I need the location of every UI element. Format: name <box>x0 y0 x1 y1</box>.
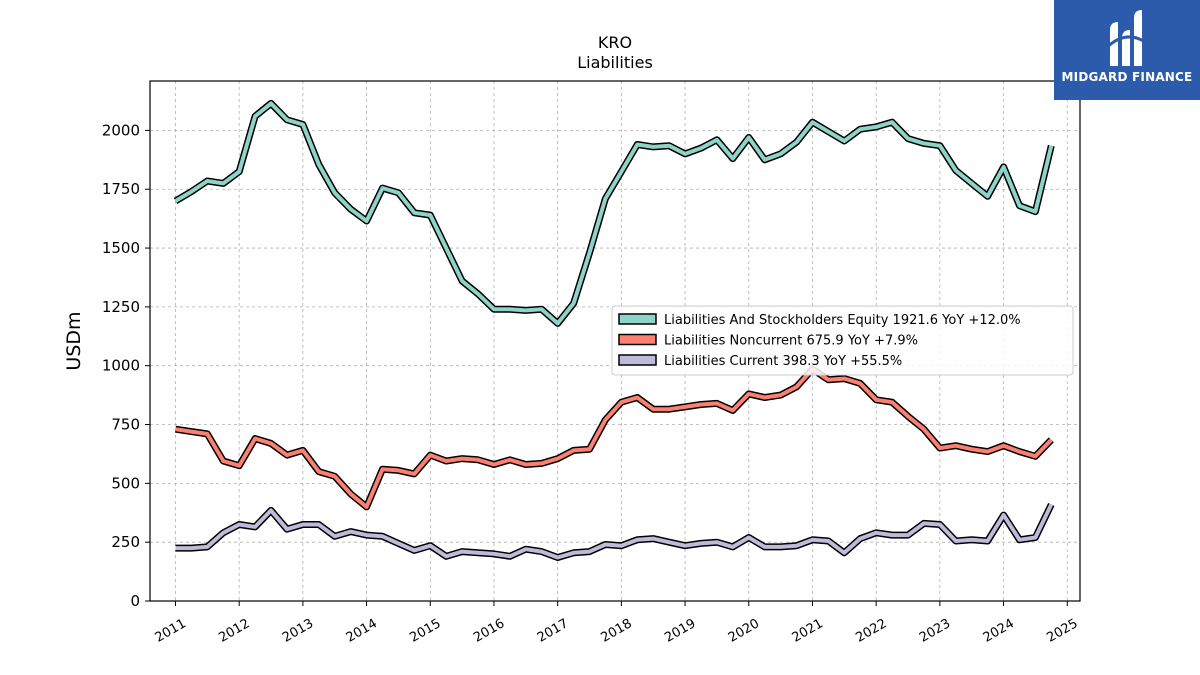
brand-name: MIDGARD FINANCE <box>1061 70 1193 84</box>
legend-label-liabilities-current: Liabilities Current 398.3 YoY +55.5% <box>664 354 902 369</box>
series-line-liabilities-and-stockholders-equity <box>174 101 1054 326</box>
series-line-liabilities-noncurrent <box>175 367 1053 509</box>
y-tick-label: 500 <box>111 474 140 492</box>
series-outline-liabilities-current <box>175 502 1055 561</box>
chart-title: KRO <box>598 33 632 52</box>
y-tick-label: 1750 <box>102 180 140 198</box>
brand-logo-mark <box>1104 10 1149 66</box>
x-tick-label: 2014 <box>344 616 380 646</box>
y-tick-label: 1250 <box>102 298 140 316</box>
chart-subtitle: Liabilities <box>577 53 653 72</box>
legend-label-liabilities-and-stockholders-equity: Liabilities And Stockholders Equity 1921… <box>664 313 1021 328</box>
x-tick-label: 2022 <box>853 616 889 646</box>
x-tick-label: 2017 <box>535 616 571 646</box>
x-tick-label: 2025 <box>1044 616 1080 646</box>
x-tick-label: 2024 <box>981 616 1017 646</box>
y-tick-label: 2000 <box>102 121 140 139</box>
y-axis-label: USDm <box>63 311 85 370</box>
series-line-liabilities-current <box>175 503 1054 560</box>
series-lines <box>173 99 1055 561</box>
series-outline-liabilities-noncurrent <box>174 365 1054 511</box>
y-tick-label: 1500 <box>102 239 140 257</box>
legend-label-liabilities-noncurrent: Liabilities Noncurrent 675.9 YoY +7.9% <box>664 334 918 349</box>
x-tick-label: 2011 <box>153 616 189 646</box>
x-tick-label: 2015 <box>407 616 443 646</box>
y-tick-label: 0 <box>130 592 140 610</box>
y-tick-label: 250 <box>111 533 140 551</box>
y-tick-label: 1000 <box>102 357 140 375</box>
legend-box <box>611 305 1074 376</box>
legend-swatch-liabilities-noncurrent <box>618 333 657 346</box>
x-tick-label: 2012 <box>216 616 252 646</box>
legend-swatch-liabilities-and-stockholders-equity <box>618 313 657 325</box>
x-tick-label: 2021 <box>790 616 826 646</box>
x-axis-ticks: 2011 2012 2013 2014 2015 2016 2017 2018 2019 2020… <box>153 601 1081 646</box>
legend-swatch-liabilities-current <box>618 354 657 366</box>
y-axis-ticks: 0 250 500 750 1000 1250 1500 1750 2000 <box>102 121 150 610</box>
x-tick-label: 2018 <box>599 616 635 646</box>
x-tick-label: 2023 <box>917 616 953 646</box>
x-tick-label: 2020 <box>726 616 762 646</box>
plot-frame <box>149 80 1081 602</box>
y-tick-label: 750 <box>111 416 140 434</box>
legend: Liabilities And Stockholders Equity 1921… <box>611 305 1074 376</box>
x-tick-label: 2019 <box>662 616 698 646</box>
x-tick-label: 2016 <box>471 616 507 646</box>
x-tick-label: 2013 <box>280 616 316 646</box>
brand-logo: MIDGARD FINANCE <box>1054 0 1200 100</box>
